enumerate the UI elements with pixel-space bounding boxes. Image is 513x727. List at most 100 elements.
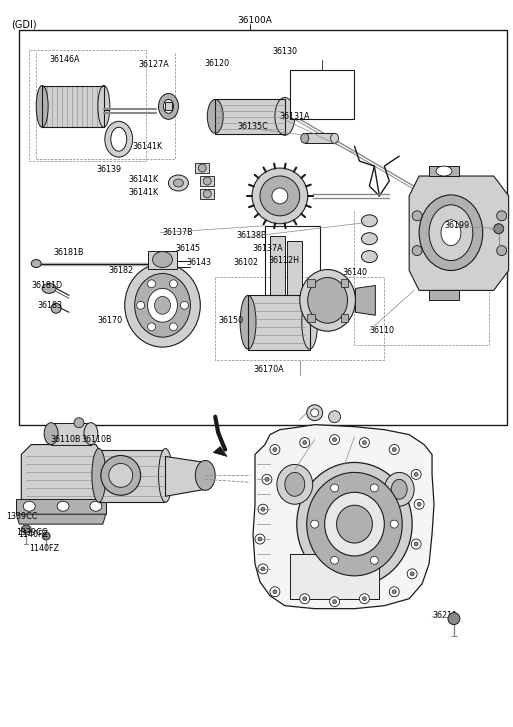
Text: 36110: 36110 [369, 326, 394, 334]
Bar [200, 189, 214, 199]
Text: 36211: 36211 [432, 611, 457, 620]
Bar [341, 278, 348, 286]
Bar [148, 251, 177, 268]
Ellipse shape [42, 532, 50, 540]
Ellipse shape [136, 301, 145, 309]
Text: 36140: 36140 [343, 268, 367, 277]
Ellipse shape [148, 323, 155, 331]
Text: 36110B: 36110B [50, 435, 81, 444]
Ellipse shape [169, 323, 177, 331]
Ellipse shape [148, 280, 155, 288]
Text: 36150: 36150 [218, 316, 243, 325]
Ellipse shape [275, 97, 295, 135]
Ellipse shape [272, 188, 288, 204]
Ellipse shape [169, 280, 177, 288]
Polygon shape [305, 133, 334, 143]
Text: 36137A: 36137A [252, 244, 283, 253]
Ellipse shape [300, 438, 310, 448]
Text: 36141K: 36141K [129, 188, 159, 198]
Polygon shape [356, 286, 376, 316]
Ellipse shape [391, 479, 407, 499]
Ellipse shape [362, 233, 378, 245]
Ellipse shape [300, 594, 310, 603]
Text: 36130: 36130 [273, 47, 298, 56]
Ellipse shape [362, 441, 366, 444]
Ellipse shape [332, 600, 337, 603]
Ellipse shape [273, 590, 277, 594]
Ellipse shape [74, 418, 84, 427]
Text: 36145: 36145 [175, 244, 201, 253]
Ellipse shape [285, 473, 305, 497]
Bar [307, 278, 314, 286]
Polygon shape [16, 514, 106, 524]
Bar [287, 241, 302, 305]
Ellipse shape [258, 505, 268, 514]
Ellipse shape [414, 499, 424, 509]
Ellipse shape [407, 569, 417, 579]
Ellipse shape [414, 473, 418, 476]
Ellipse shape [261, 567, 265, 571]
Ellipse shape [203, 177, 211, 185]
Ellipse shape [277, 465, 313, 505]
Ellipse shape [441, 220, 461, 246]
Bar [165, 103, 172, 111]
Text: 36137B: 36137B [163, 228, 193, 237]
Text: (GDI): (GDI) [11, 20, 37, 30]
Ellipse shape [370, 556, 378, 564]
Bar [195, 163, 209, 173]
Text: 1339CC: 1339CC [16, 528, 48, 537]
Text: 36183: 36183 [37, 301, 62, 310]
Ellipse shape [329, 411, 341, 422]
Ellipse shape [159, 94, 179, 119]
Ellipse shape [301, 133, 309, 143]
Text: 36141K: 36141K [129, 174, 159, 183]
Ellipse shape [199, 164, 206, 172]
Text: 36135C: 36135C [237, 122, 268, 131]
Text: 36146A: 36146A [49, 55, 80, 64]
Ellipse shape [84, 422, 98, 444]
Polygon shape [166, 457, 205, 497]
Ellipse shape [258, 537, 262, 541]
Ellipse shape [168, 175, 188, 191]
Text: 36141K: 36141K [133, 142, 163, 150]
Ellipse shape [164, 100, 173, 113]
Ellipse shape [303, 441, 307, 444]
Ellipse shape [414, 542, 418, 546]
Text: 36138B: 36138B [236, 231, 267, 240]
Ellipse shape [392, 590, 396, 594]
Ellipse shape [330, 484, 339, 492]
Ellipse shape [173, 179, 184, 187]
Polygon shape [16, 499, 106, 514]
Ellipse shape [325, 492, 384, 556]
Ellipse shape [31, 260, 41, 268]
Ellipse shape [329, 597, 340, 606]
Bar [215, 100, 285, 134]
Bar [290, 70, 354, 119]
Ellipse shape [329, 435, 340, 444]
Ellipse shape [195, 460, 215, 490]
Ellipse shape [390, 520, 398, 528]
Text: 1140FZ: 1140FZ [18, 529, 48, 539]
Ellipse shape [303, 597, 307, 601]
Bar [307, 314, 314, 322]
Ellipse shape [362, 214, 378, 227]
Ellipse shape [51, 303, 61, 313]
Polygon shape [99, 449, 166, 502]
Ellipse shape [384, 473, 414, 506]
Text: 36120: 36120 [204, 59, 229, 68]
Ellipse shape [181, 301, 188, 309]
Ellipse shape [307, 405, 323, 421]
Polygon shape [429, 290, 459, 300]
Bar [290, 554, 379, 599]
Bar [200, 176, 214, 186]
Ellipse shape [111, 127, 127, 151]
Ellipse shape [411, 470, 421, 479]
Ellipse shape [135, 273, 190, 337]
Ellipse shape [262, 475, 272, 484]
Ellipse shape [330, 133, 339, 143]
Ellipse shape [412, 246, 422, 256]
Ellipse shape [448, 613, 460, 624]
Ellipse shape [337, 505, 372, 543]
Ellipse shape [497, 246, 507, 256]
Ellipse shape [57, 501, 69, 511]
